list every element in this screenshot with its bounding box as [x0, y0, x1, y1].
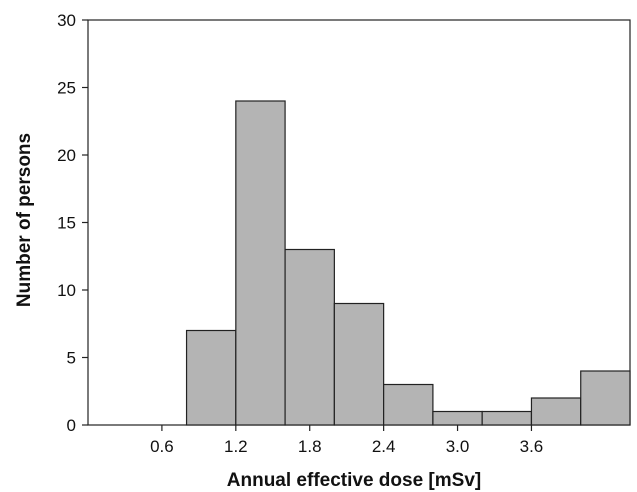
histogram-bar	[235, 100, 286, 426]
x-tick-label: 0.6	[150, 437, 174, 456]
histogram-bar	[580, 370, 631, 426]
x-tick-label: 3.6	[520, 437, 544, 456]
x-tick-label: 1.2	[224, 437, 248, 456]
histogram-bar	[383, 383, 434, 426]
y-tick-label: 20	[57, 146, 76, 165]
x-tick-label: 3.0	[446, 437, 470, 456]
y-tick-label: 5	[67, 349, 76, 368]
histogram-bar	[284, 248, 335, 426]
x-tick-label: 1.8	[298, 437, 322, 456]
histogram-bar	[333, 302, 385, 426]
y-tick-label: 15	[57, 214, 76, 233]
bars-group	[185, 100, 631, 426]
y-tick-label: 0	[67, 416, 76, 435]
y-tick-label: 30	[57, 11, 76, 30]
histogram-bar	[432, 410, 483, 426]
histogram-bar	[185, 329, 237, 426]
y-tick-label: 25	[57, 79, 76, 98]
histogram-bar	[530, 397, 582, 426]
y-axis-label: Number of persons	[14, 133, 35, 307]
y-axis-ticks: 0 5 10 15 20 25 30	[57, 11, 88, 435]
y-tick-label: 10	[57, 281, 76, 300]
x-axis-label: Annual effective dose [mSv]	[227, 470, 481, 491]
x-axis-ticks: 0.6 1.2 1.8 2.4 3.0 3.6	[150, 425, 543, 456]
x-tick-label: 2.4	[372, 437, 396, 456]
histogram-bar	[481, 410, 533, 426]
